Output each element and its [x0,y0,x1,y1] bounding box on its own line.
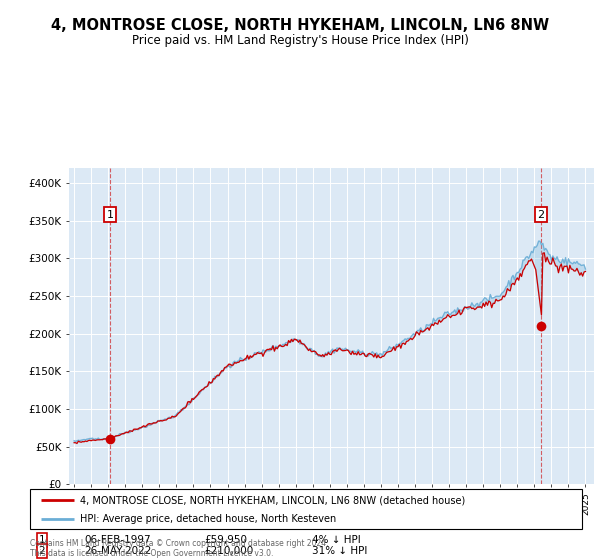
Text: £59,950: £59,950 [204,535,247,545]
Text: 06-FEB-1997: 06-FEB-1997 [84,535,151,545]
Text: 26-MAY-2022: 26-MAY-2022 [84,546,151,556]
Text: 1: 1 [106,209,113,220]
Text: £210,000: £210,000 [204,546,253,556]
Text: 2: 2 [538,209,545,220]
Text: Contains HM Land Registry data © Crown copyright and database right 2024.
This d: Contains HM Land Registry data © Crown c… [30,539,329,558]
Text: 1: 1 [38,535,46,545]
Text: 4, MONTROSE CLOSE, NORTH HYKEHAM, LINCOLN, LN6 8NW (detached house): 4, MONTROSE CLOSE, NORTH HYKEHAM, LINCOL… [80,495,465,505]
Text: Price paid vs. HM Land Registry's House Price Index (HPI): Price paid vs. HM Land Registry's House … [131,34,469,48]
Text: 4, MONTROSE CLOSE, NORTH HYKEHAM, LINCOLN, LN6 8NW: 4, MONTROSE CLOSE, NORTH HYKEHAM, LINCOL… [51,18,549,32]
Text: 31% ↓ HPI: 31% ↓ HPI [312,546,367,556]
FancyBboxPatch shape [30,489,582,529]
Text: HPI: Average price, detached house, North Kesteven: HPI: Average price, detached house, Nort… [80,514,336,524]
Text: 4% ↓ HPI: 4% ↓ HPI [312,535,361,545]
Text: 2: 2 [38,546,46,556]
